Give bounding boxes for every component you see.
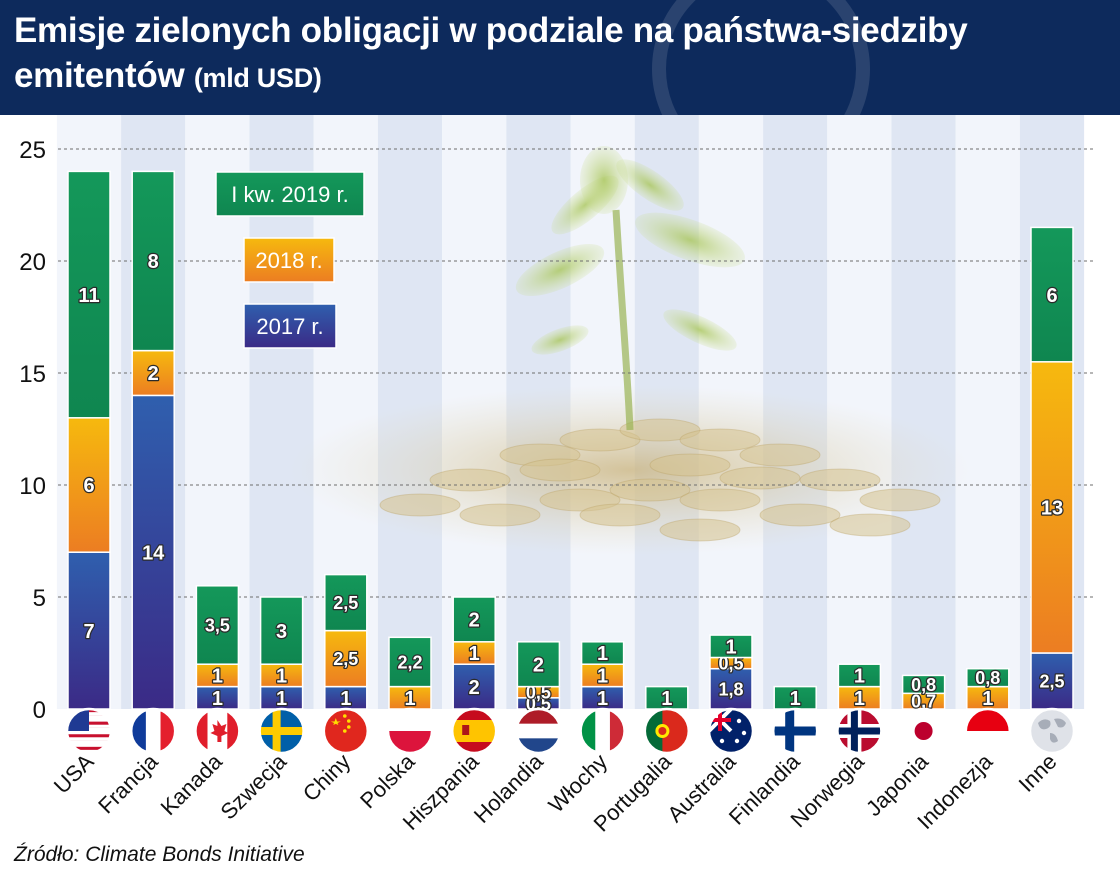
italy-flag-icon	[579, 707, 626, 755]
bar-segment-q1-2019	[324, 573, 368, 632]
data-label: 1	[854, 688, 865, 710]
bar-segment-2017	[131, 394, 175, 710]
data-label: 1	[790, 688, 801, 710]
data-label: 2	[148, 363, 159, 385]
data-label: 2,5	[333, 593, 358, 613]
data-label: 0,8	[975, 668, 1000, 688]
bar-segment-q1-2019	[966, 667, 1010, 688]
france-flag-icon	[129, 707, 177, 755]
bar-segment-q1-2019	[131, 170, 175, 352]
y-tick-label: 20	[19, 249, 46, 276]
data-label: 1	[597, 643, 608, 665]
data-label: 1	[212, 688, 223, 710]
bar-segment-2018	[1030, 361, 1074, 654]
bar-segment-q1-2019	[580, 641, 625, 665]
sweden-flag-icon	[258, 707, 305, 755]
data-label: 2	[469, 610, 480, 632]
column-stripe	[891, 115, 956, 709]
data-label: 14	[142, 542, 165, 564]
data-label: 1	[404, 688, 415, 710]
data-label: 1	[340, 688, 351, 710]
bar-segment-q1-2019	[837, 663, 882, 688]
bar-segment-q1-2019	[259, 596, 304, 665]
data-label: 13	[1041, 498, 1063, 520]
data-label: 1	[597, 666, 608, 688]
data-label: 1	[276, 666, 287, 688]
indonesia-flag-icon	[964, 707, 1012, 755]
bar-segment-q1-2019	[67, 170, 111, 419]
data-label: 1	[982, 688, 993, 710]
data-label: 6	[1046, 285, 1057, 307]
bar-segment-q1-2019	[388, 636, 432, 688]
y-tick-label: 25	[19, 137, 46, 164]
data-label: 1	[725, 636, 736, 658]
spain-flag-icon	[450, 707, 498, 755]
australia-flag-icon	[707, 707, 755, 755]
data-label: 1	[854, 666, 865, 688]
column-stripe	[955, 115, 1020, 709]
legend-swatch	[243, 303, 337, 349]
bar-segment-q1-2019	[452, 596, 496, 643]
bar-segment-2017	[709, 667, 753, 710]
portugal-flag-icon	[643, 707, 691, 755]
title-unit: (mld USD)	[193, 63, 322, 93]
data-label: 3	[276, 621, 287, 643]
data-label: 0,7	[911, 692, 936, 712]
bar-segment-q1-2019	[901, 674, 946, 695]
data-label: 1	[276, 688, 287, 710]
data-label: 8	[148, 251, 159, 273]
finland-flag-icon	[771, 707, 819, 755]
y-tick-label: 0	[33, 697, 46, 724]
y-tick-label: 15	[19, 361, 46, 388]
china-flag-icon	[322, 707, 370, 755]
source-note: Źródło: Climate Bonds Initiative	[14, 843, 305, 866]
data-label: 3,5	[205, 615, 230, 635]
y-tick-label: 10	[19, 473, 46, 500]
us-flag-icon	[65, 707, 113, 755]
poland-flag-icon	[386, 707, 434, 755]
data-label: 2	[469, 677, 480, 699]
data-label: 1	[661, 688, 672, 710]
title-text: Emisje zielonych obligacji w podziale na…	[14, 11, 968, 95]
bar-segment-q1-2019	[195, 585, 240, 665]
data-label: 1	[597, 688, 608, 710]
data-label: 6	[83, 475, 94, 497]
data-label: 2,2	[397, 652, 422, 672]
data-label: 2,5	[333, 649, 358, 669]
legend-label: I kw. 2019 r.	[231, 182, 348, 207]
data-label: 1,8	[718, 679, 743, 699]
data-label: 1	[469, 643, 480, 665]
globe-icon	[1028, 707, 1076, 755]
legend-swatch	[243, 237, 335, 283]
y-tick-label: 5	[33, 585, 46, 612]
bar-segment-2017	[452, 663, 496, 710]
legend-swatch	[215, 171, 365, 217]
chart-header: Emisje zielonych obligacji w podziale na…	[0, 0, 1120, 115]
data-label: 11	[78, 285, 99, 307]
data-label: 2	[533, 654, 544, 676]
legend-label: 2018 r.	[255, 248, 322, 273]
bar-segment-2017	[67, 551, 111, 710]
legend-label: 2017 r.	[256, 314, 323, 339]
bar-segment-q1-2019	[709, 634, 753, 659]
chart-title: Emisje zielonych obligacji w podziale na…	[14, 8, 1104, 101]
data-label: 2,5	[1039, 671, 1064, 691]
data-label: 7	[83, 621, 94, 643]
bar-segment-q1-2019	[516, 641, 561, 688]
bar-segment-q1-2019	[1030, 226, 1074, 363]
data-label: 0,8	[911, 675, 936, 695]
canada-flag-icon	[194, 707, 241, 755]
japan-flag-icon	[900, 707, 947, 755]
norway-flag-icon	[836, 707, 883, 755]
bar-segment-2018	[67, 417, 111, 553]
netherlands-flag-icon	[515, 707, 562, 755]
bar-segment-2017	[1030, 652, 1074, 710]
data-label: 1	[212, 666, 223, 688]
